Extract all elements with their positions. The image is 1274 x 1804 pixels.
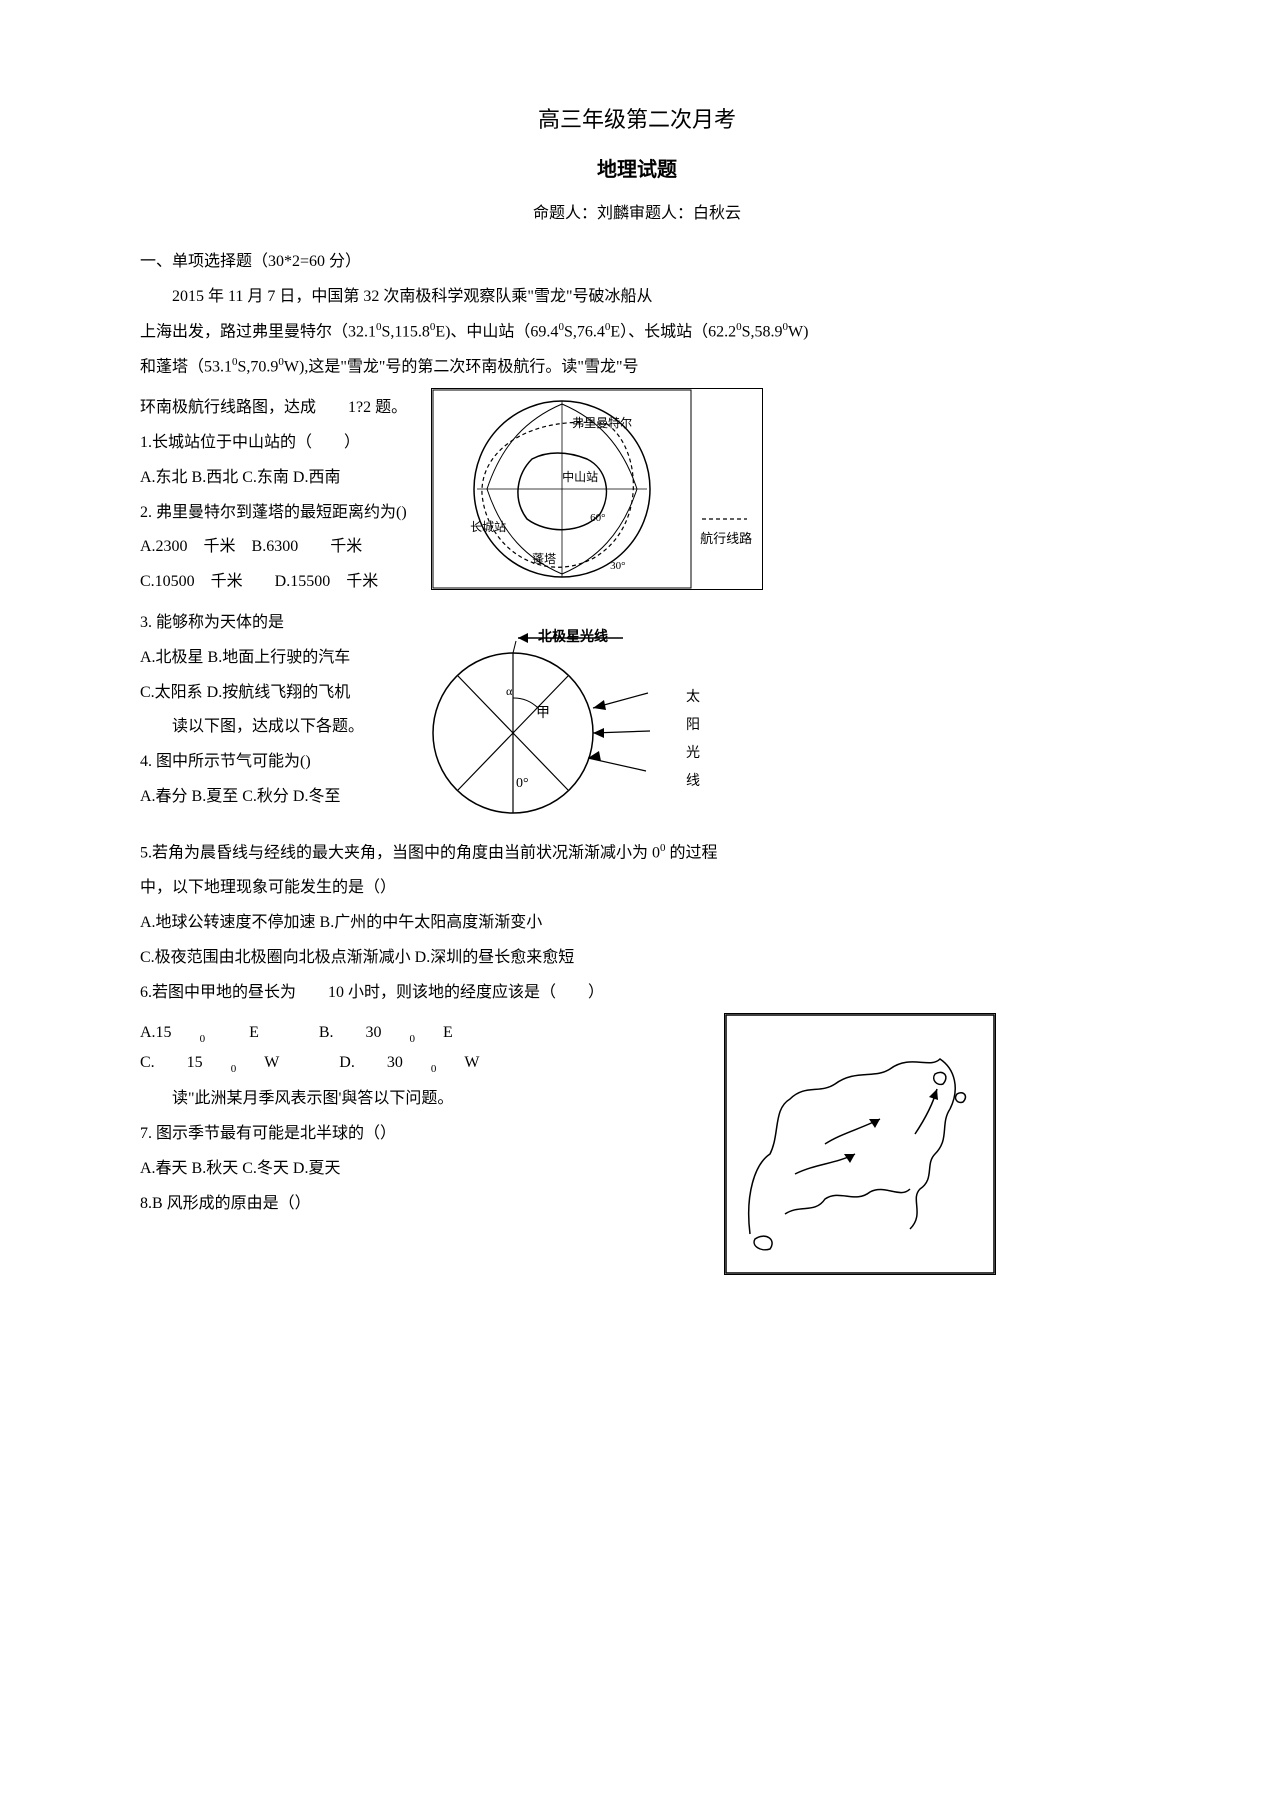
q3-opts2: C.太阳系 D.按航线飞翔的飞机 bbox=[140, 679, 364, 708]
fig1-zhongshan: 中山站 bbox=[562, 467, 598, 489]
intro-2a: 上海出发，路过弗里曼特尔（32.1 bbox=[140, 323, 376, 340]
q6-a-suf: E bbox=[233, 1019, 259, 1048]
lead-7: 读"此洲某月季风表示图'與答以下问题。 bbox=[140, 1085, 700, 1114]
q2-opts1: A.2300 千米 B.6300 千米 bbox=[140, 533, 407, 562]
page-title-1: 高三年级第二次月考 bbox=[140, 100, 1134, 140]
intro-2g: W) bbox=[788, 323, 808, 340]
q7-stem: 7. 图示季节最有可能是北半球的（） bbox=[140, 1120, 700, 1149]
q2-opts2: C.10500 千米 D.15500 千米 bbox=[140, 568, 407, 597]
q3-stem: 3. 能够称为天体的是 bbox=[140, 609, 364, 638]
intro-2c: E)、中山站（69.4 bbox=[435, 323, 558, 340]
intro-3c: W),这是"雪龙"号的第二次环南极航行。读"雪龙"号 bbox=[284, 358, 639, 375]
intro-2f: S,58.9 bbox=[742, 323, 783, 340]
q5-stem: 5.若角为晨昏线与经线的最大夹角，当图中的角度由当前状况渐渐减小为 00 的过程 bbox=[140, 839, 1134, 868]
q6-c-pre: C. 15 bbox=[140, 1049, 203, 1078]
q6-d-suf: W bbox=[464, 1049, 479, 1078]
fig1-lat60: 60° bbox=[590, 509, 605, 529]
q6-opts: A.150 E B. 300E C. 150W D. 300W bbox=[140, 1019, 700, 1079]
fig2-polaris: 北极星光线 bbox=[538, 625, 608, 650]
section-1-title: 一、单项选择题（30*2=60 分） bbox=[140, 248, 1134, 277]
q4-opts: A.春分 B.夏至 C.秋分 D.冬至 bbox=[140, 783, 364, 812]
intro-3b: S,70.9 bbox=[238, 358, 279, 375]
q1-opts: A.东北 B.西北 C.东南 D.西南 bbox=[140, 464, 407, 493]
fig2-sun2: 阳 bbox=[686, 713, 700, 738]
fig2-sun1: 太 bbox=[686, 685, 700, 710]
q6-c-suf: W bbox=[264, 1049, 279, 1078]
fig1-fremantle: 弗里曼特尔 bbox=[572, 413, 632, 435]
figure-earth-diagram: 北极星光线 太 阳 光 线 甲 α 0° bbox=[388, 603, 708, 833]
figure-monsoon-map bbox=[724, 1013, 996, 1275]
figure-antarctic-map: 弗里曼特尔 中山站 长城站 蓬塔 60° 30° 航行线路 bbox=[431, 388, 763, 590]
intro-3a: 和蓬塔（53.1 bbox=[140, 358, 232, 375]
q5-stem-b: 的过程 bbox=[666, 844, 718, 861]
intro-2e: E）、长城站（62.2 bbox=[610, 323, 736, 340]
q7-opts: A.春天 B.秋天 C.冬天 D.夏天 bbox=[140, 1155, 700, 1184]
q2-stem: 2. 弗里曼特尔到蓬塔的最短距离约为() bbox=[140, 499, 407, 528]
q6-b-suf: E bbox=[443, 1019, 453, 1048]
q1-stem: 1.长城站位于中山站的（ ） bbox=[140, 429, 407, 458]
page-title-2: 地理试题 bbox=[140, 152, 1134, 188]
q6-b-pre: B. 30 bbox=[319, 1019, 382, 1048]
q5-opts1: A.地球公转速度不停加速 B.广州的中午太阳高度渐渐变小 bbox=[140, 909, 1134, 938]
intro-4: 环南极航行线路图，达成 1?2 题。 bbox=[140, 394, 407, 423]
q6-d-pre: D. 30 bbox=[339, 1049, 403, 1078]
fig1-changcheng: 长城站 bbox=[470, 517, 506, 539]
q6-stem: 6.若图中甲地的昼长为 10 小时，则该地的经度应该是（ ） bbox=[140, 979, 1134, 1008]
intro-2: 上海出发，路过弗里曼特尔（32.10S,115.80E)、中山站（69.40S,… bbox=[140, 318, 1134, 347]
fig2-alpha: α bbox=[506, 681, 512, 703]
q4-stem: 4. 图中所示节气可能为() bbox=[140, 748, 364, 777]
q8-stem: 8.B 风形成的原由是（） bbox=[140, 1190, 700, 1219]
fig2-zero: 0° bbox=[516, 771, 529, 796]
intro-3: 和蓬塔（53.10S,70.90W),这是"雪龙"号的第二次环南极航行。读"雪龙… bbox=[140, 353, 1134, 382]
lead-4: 读以下图，达成以下各题。 bbox=[140, 713, 364, 742]
page-title-3: 命题人：刘麟审题人：白秋云 bbox=[140, 200, 1134, 229]
q6-a-pre: A.15 bbox=[140, 1019, 172, 1048]
q3-opts1: A.北极星 B.地面上行驶的汽车 bbox=[140, 644, 364, 673]
fig2-sun3: 光 bbox=[686, 741, 700, 766]
q5-stem2: 中，以下地理现象可能发生的是（） bbox=[140, 874, 1134, 903]
fig1-pengta: 蓬塔 bbox=[532, 549, 556, 571]
q5-opts2: C.极夜范围由北极圈向北极点渐渐减小 D.深圳的昼长愈来愈短 bbox=[140, 944, 1134, 973]
intro-2b: S,115.8 bbox=[382, 323, 430, 340]
intro-2d: S,76.4 bbox=[564, 323, 605, 340]
fig1-route: 航行线路 bbox=[700, 527, 752, 550]
q5-stem-a: 5.若角为晨昏线与经线的最大夹角，当图中的角度由当前状况渐渐减小为 0 bbox=[140, 844, 660, 861]
fig1-lon30: 30° bbox=[610, 557, 625, 577]
fig2-jia: 甲 bbox=[536, 701, 550, 726]
fig2-sun4: 线 bbox=[686, 769, 700, 794]
intro-1: 2015 年 11 月 7 日，中国第 32 次南极科学观察队乘"雪龙"号破冰船… bbox=[140, 283, 1134, 312]
